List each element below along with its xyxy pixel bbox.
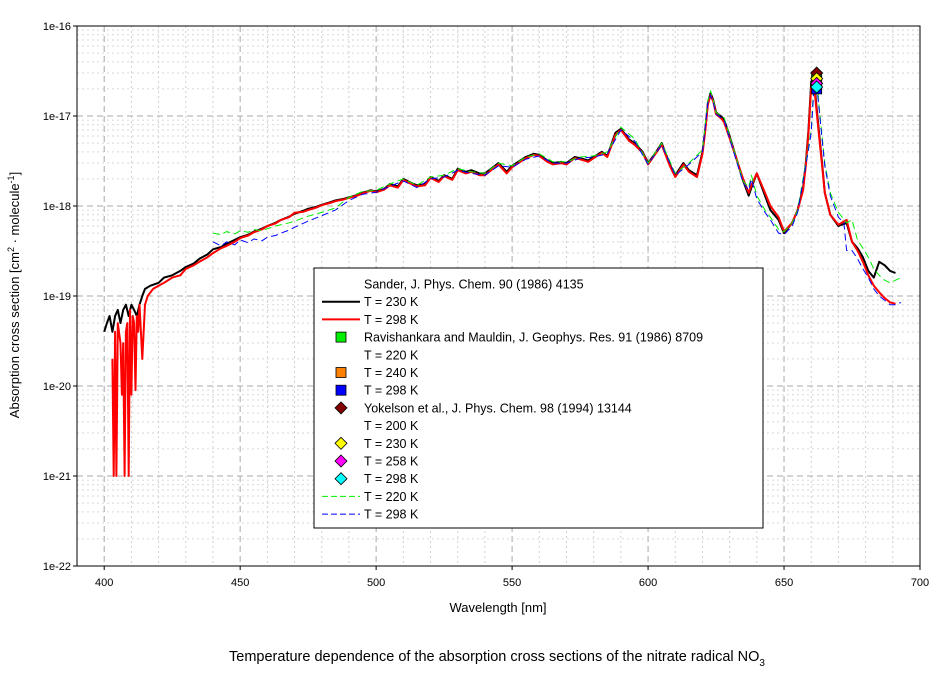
series-group xyxy=(103,76,902,477)
y-label-part1: Absorption cross section [cm xyxy=(7,252,22,418)
y-axis-ticks: 1e-22 1e-21 1e-20 1e-19 1e-18 1e-17 1e-16 xyxy=(43,21,77,573)
x-axis-label: Wavelength [nm] xyxy=(449,600,546,615)
x-tick-label: 600 xyxy=(639,577,657,589)
legend-entry: Yokelson et al., J. Phys. Chem. 98 (1994… xyxy=(364,401,632,415)
legend-entry: T = 298 K xyxy=(364,313,419,327)
x-tick-label: 700 xyxy=(911,577,929,589)
legend-swatch xyxy=(335,331,347,343)
legend-entry: Sander, J. Phys. Chem. 90 (1986) 4135 xyxy=(364,278,584,292)
x-axis-ticks: 400 450 500 550 600 650 700 xyxy=(95,566,929,589)
legend: Sander, J. Phys. Chem. 90 (1986) 4135 T =… xyxy=(313,267,764,529)
point-marker xyxy=(810,80,824,94)
x-tick-label: 650 xyxy=(775,577,793,589)
y-tick-label: 1e-18 xyxy=(43,201,71,213)
y-tick-label: 1e-21 xyxy=(43,471,71,483)
legend-entry: T = 220 K xyxy=(364,490,419,504)
y-tick-label: 1e-22 xyxy=(43,561,71,573)
y-tick-label: 1e-17 xyxy=(43,111,71,123)
y-tick-label: 1e-19 xyxy=(43,291,71,303)
legend-swatch xyxy=(334,472,348,486)
legend-entry: T = 298 K xyxy=(364,508,419,522)
legend-swatch xyxy=(334,454,348,468)
legend-entry: T = 230 K xyxy=(364,295,419,309)
x-tick-label: 550 xyxy=(503,577,521,589)
point-markers xyxy=(810,66,824,95)
x-tick-label: 450 xyxy=(231,577,249,589)
y-axis-label: Absorption cross section [cm2 · molecule… xyxy=(6,172,22,418)
legend-entry: T = 220 K xyxy=(364,348,419,362)
x-tick-label: 500 xyxy=(367,577,385,589)
y-label-part2: · molecule xyxy=(7,183,22,247)
legend-swatch xyxy=(335,384,347,396)
legend-box xyxy=(313,267,764,529)
y-label-part3: ] xyxy=(7,172,22,176)
y-tick-label: 1e-20 xyxy=(43,381,71,393)
series-line-3 xyxy=(212,78,902,284)
legend-entry: T = 240 K xyxy=(364,366,419,380)
legend-entry: T = 230 K xyxy=(364,437,419,451)
figure-caption: Temperature dependence of the absorption… xyxy=(229,649,765,669)
y-tick-label: 1e-16 xyxy=(43,21,71,33)
legend-entry: T = 298 K xyxy=(364,472,419,486)
legend-entry: T = 258 K xyxy=(364,455,419,469)
y-label-sup2: -1 xyxy=(6,175,16,183)
legend-swatch xyxy=(334,436,348,450)
series-line-4 xyxy=(212,84,902,306)
caption-subscript: 3 xyxy=(759,658,765,669)
caption-text: Temperature dependence of the absorption… xyxy=(229,649,759,665)
legend-swatch xyxy=(334,401,348,415)
legend-entry: T = 200 K xyxy=(364,419,419,433)
legend-swatch xyxy=(335,367,347,378)
x-tick-label: 400 xyxy=(95,577,113,589)
legend-entry: T = 298 K xyxy=(364,384,419,398)
y-label-sup1: 2 xyxy=(6,247,16,252)
legend-entry: Ravishankara and Mauldin, J. Geophys. Re… xyxy=(364,331,703,345)
